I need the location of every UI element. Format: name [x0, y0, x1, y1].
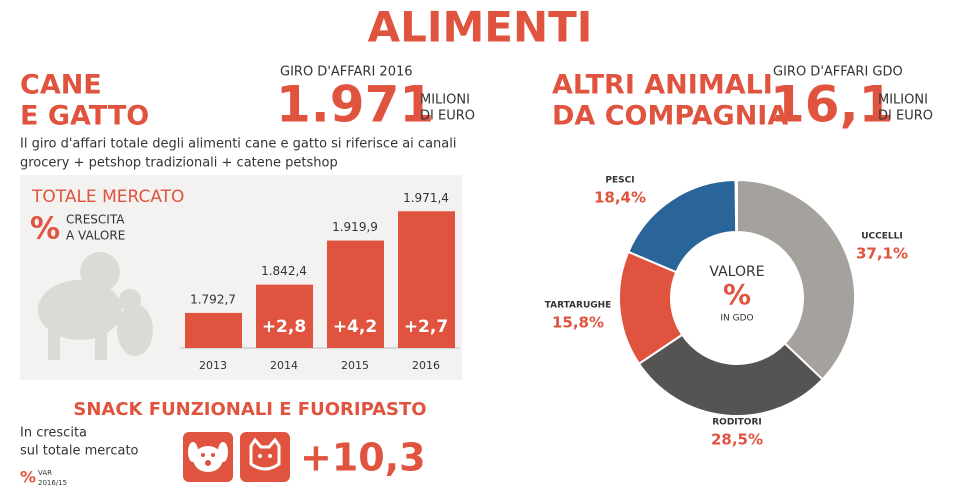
segment-label: PESCI: [605, 176, 634, 186]
bar: [185, 312, 242, 348]
pets-silhouette: [38, 252, 153, 360]
heading: E GATTO: [20, 101, 149, 132]
segment-value: 18,4%: [594, 189, 646, 207]
legend: A VALORE: [66, 229, 125, 243]
note: VAR: [38, 469, 52, 477]
legend: CRESCITA: [66, 213, 125, 227]
segment-value: 37,1%: [856, 245, 908, 263]
symbol: %: [30, 212, 60, 247]
description: grocery + petshop tradizionali + catene …: [20, 156, 338, 171]
segment-label: RODITORI: [712, 418, 761, 428]
bar: [398, 211, 455, 348]
unit: MILIONI: [420, 93, 470, 108]
dog-icon: [183, 432, 233, 482]
snack-value: +10,3: [300, 436, 426, 480]
center-text: %: [723, 278, 751, 311]
growth-label: +4,2: [333, 317, 377, 337]
value-label: 1.971,4: [403, 191, 449, 205]
heading: CANE: [20, 70, 102, 101]
value-label: 1.792,7: [190, 292, 236, 306]
center-text: IN GDO: [720, 314, 753, 324]
text: In crescita: [20, 426, 87, 441]
revenue-label: GIRO D'AFFARI 2016: [280, 65, 413, 80]
unit: MILIONI: [878, 93, 928, 108]
value-label: 1.842,4: [261, 264, 307, 278]
revenue: 16,1: [770, 76, 893, 134]
heading: DA COMPAGNIA: [552, 101, 788, 132]
unit: DI EURO: [878, 109, 933, 124]
revenue: 1.971: [276, 76, 434, 134]
donut-segment: [637, 333, 824, 417]
description: Il giro d'affari totale degli alimenti c…: [20, 137, 456, 152]
segment-value: 15,8%: [552, 314, 604, 332]
growth-label: +2,7: [404, 317, 448, 337]
page-title: ALIMENTI: [368, 3, 593, 52]
unit: DI EURO: [420, 109, 475, 124]
bar: [256, 284, 313, 348]
heading: ALTRI ANIMALI: [552, 70, 773, 101]
donut-hole: [671, 232, 803, 364]
x-tick-label: 2014: [270, 359, 298, 372]
note: 2016/15: [38, 479, 67, 487]
value-label: 1.919,9: [332, 220, 378, 234]
bar: [327, 240, 384, 348]
segment-value: 28,5%: [711, 431, 763, 449]
symbol: %: [20, 468, 36, 487]
revenue-label: GIRO D'AFFARI GDO: [773, 65, 903, 80]
center-text: VALORE: [709, 264, 764, 280]
cat-icon: [240, 432, 290, 482]
segment-label: TARTARUGHE: [545, 301, 612, 311]
segment-label: UCCELLI: [861, 232, 902, 242]
x-tick-label: 2016: [412, 359, 440, 372]
text: sul totale mercato: [20, 444, 139, 459]
growth-label: +2,8: [262, 317, 306, 337]
x-tick-label: 2013: [199, 359, 227, 372]
section-title: SNACK FUNZIONALI E FUORIPASTO: [73, 399, 426, 420]
x-tick-label: 2015: [341, 359, 369, 372]
donut-segment: [736, 178, 856, 381]
chart-title: TOTALE MERCATO: [31, 187, 184, 207]
